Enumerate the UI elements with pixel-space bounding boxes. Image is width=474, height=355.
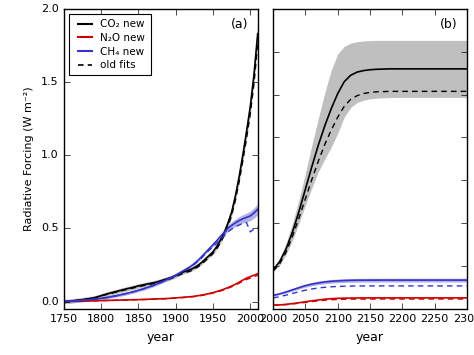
X-axis label: year: year (356, 331, 384, 344)
X-axis label: year: year (147, 331, 175, 344)
Text: (a): (a) (230, 18, 248, 31)
Y-axis label: Radiative Forcing (W m⁻²): Radiative Forcing (W m⁻²) (24, 87, 34, 231)
Text: (b): (b) (439, 18, 457, 31)
Legend: CO₂ new, N₂O new, CH₄ new, old fits: CO₂ new, N₂O new, CH₄ new, old fits (69, 14, 151, 75)
